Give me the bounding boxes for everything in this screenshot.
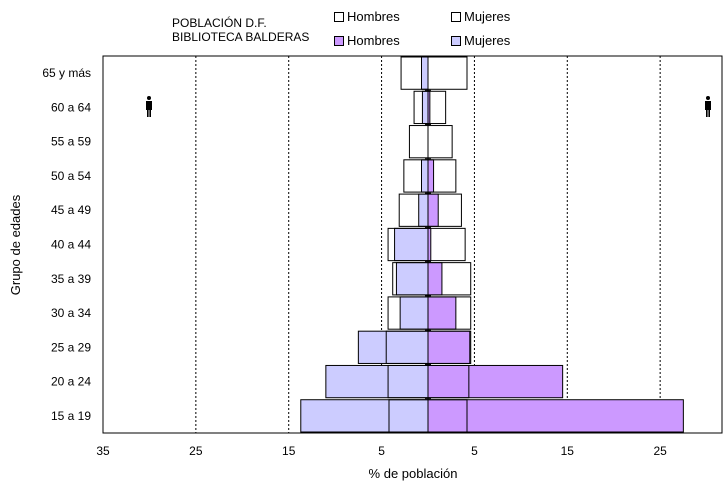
x-tick-label: 5 [378, 444, 385, 458]
x-tick-label: 25 [189, 444, 203, 458]
bar [357, 330, 429, 364]
x-tick-label: 35 [96, 444, 110, 458]
category-label: 40 a 44 [51, 238, 91, 252]
legend-label: Hombres [347, 9, 400, 24]
x-axis-title: % de población [369, 466, 458, 481]
y-axis-title: Grupo de edades [8, 194, 23, 295]
category-label: 25 a 29 [51, 340, 91, 354]
bar [427, 125, 453, 159]
bar [427, 159, 435, 193]
chart-title-line-1: POBLACIÓN D.F. [172, 16, 267, 30]
category-label: 20 a 24 [51, 375, 91, 389]
x-tick-label: 15 [561, 444, 575, 458]
bar [427, 56, 468, 90]
category-label: 30 a 34 [51, 306, 91, 320]
legend-item-mujeres-lavender: Mujeres [451, 33, 510, 48]
category-label: 65 y más [42, 66, 91, 80]
legend-label: Mujeres [464, 9, 511, 24]
bar [427, 364, 564, 399]
legend-item-hombres-purple: Hombres [334, 33, 400, 48]
legend-swatch [334, 35, 344, 46]
bar [427, 262, 443, 296]
bar [325, 364, 429, 399]
person-icon [146, 96, 152, 117]
bar [394, 227, 429, 262]
bar [418, 193, 429, 227]
bar [427, 296, 457, 330]
category-label: 35 a 39 [51, 272, 91, 286]
legend-swatch [451, 11, 461, 22]
category-label: 50 a 54 [51, 169, 91, 183]
bar [399, 296, 429, 330]
bar [427, 330, 471, 364]
person-icon [705, 96, 711, 117]
chart-title-line-2: BIBLIOTECA BALDERAS [172, 30, 310, 44]
bar [421, 159, 429, 193]
category-label: 15 a 19 [51, 409, 91, 423]
legend-swatch [334, 11, 344, 22]
bar [427, 227, 466, 262]
plot-border [102, 55, 723, 434]
bar [421, 90, 429, 125]
bar [427, 193, 439, 227]
category-label: 45 a 49 [51, 203, 91, 217]
x-tick-label: 25 [653, 444, 667, 458]
legend-swatch [451, 35, 461, 46]
bar [421, 56, 429, 90]
legend-item-hombres-white: Hombres [334, 9, 400, 24]
legend-label: Mujeres [464, 33, 511, 48]
bar [408, 125, 429, 159]
bar [427, 90, 447, 125]
category-label: 55 a 59 [51, 135, 91, 149]
category-label: 60 a 64 [51, 100, 91, 114]
legend-item-mujeres-white: Mujeres [451, 9, 510, 24]
x-tick-label: 5 [471, 444, 478, 458]
bar [395, 262, 429, 296]
bar [427, 399, 684, 433]
legend-label: Hombres [347, 33, 400, 48]
bar [300, 399, 429, 433]
x-tick-label: 15 [282, 444, 296, 458]
